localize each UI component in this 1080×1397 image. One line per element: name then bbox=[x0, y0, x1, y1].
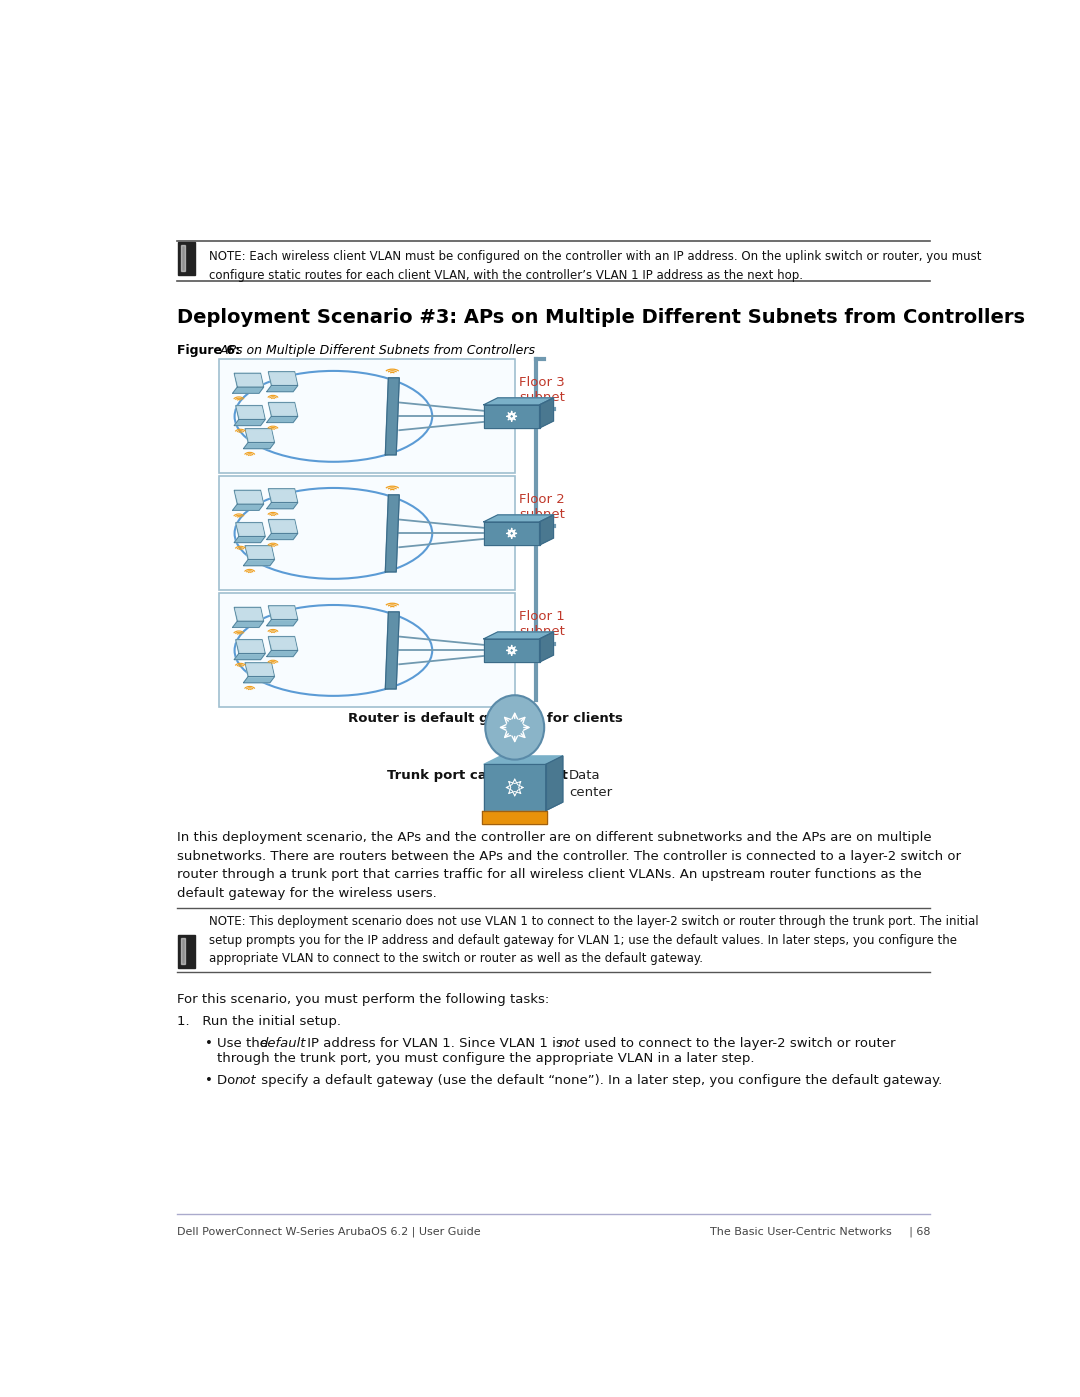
Polygon shape bbox=[238, 524, 264, 535]
Polygon shape bbox=[235, 609, 262, 620]
Polygon shape bbox=[484, 515, 554, 522]
Text: specify a default gateway (use the default “none”). In a later step, you configu: specify a default gateway (use the defau… bbox=[257, 1074, 943, 1087]
Polygon shape bbox=[235, 405, 266, 419]
Polygon shape bbox=[386, 612, 400, 689]
Polygon shape bbox=[235, 522, 266, 536]
Polygon shape bbox=[232, 504, 264, 510]
Polygon shape bbox=[270, 373, 296, 384]
Polygon shape bbox=[270, 608, 296, 617]
Polygon shape bbox=[268, 520, 298, 534]
Polygon shape bbox=[484, 398, 554, 405]
Polygon shape bbox=[245, 546, 274, 560]
Polygon shape bbox=[243, 560, 274, 566]
Text: Router is default gateway for clients: Router is default gateway for clients bbox=[348, 711, 623, 725]
Polygon shape bbox=[243, 443, 274, 448]
Polygon shape bbox=[235, 492, 262, 503]
Polygon shape bbox=[484, 764, 545, 810]
Polygon shape bbox=[267, 534, 298, 539]
Polygon shape bbox=[180, 246, 185, 271]
Polygon shape bbox=[234, 419, 266, 426]
Polygon shape bbox=[268, 489, 298, 503]
Text: Trunk port carries client: Trunk port carries client bbox=[387, 770, 568, 782]
Polygon shape bbox=[268, 402, 298, 416]
Polygon shape bbox=[232, 622, 264, 627]
Text: Floor 3
subnet: Floor 3 subnet bbox=[519, 376, 565, 404]
Text: •: • bbox=[205, 1074, 213, 1087]
Polygon shape bbox=[245, 662, 274, 676]
Polygon shape bbox=[268, 372, 298, 386]
Polygon shape bbox=[268, 637, 298, 651]
Text: Use the: Use the bbox=[217, 1037, 272, 1051]
Polygon shape bbox=[540, 398, 554, 427]
Polygon shape bbox=[234, 490, 264, 504]
Polygon shape bbox=[232, 387, 264, 393]
Polygon shape bbox=[268, 606, 298, 620]
Polygon shape bbox=[270, 521, 296, 532]
Polygon shape bbox=[545, 756, 563, 810]
Text: The Basic User-Centric Networks     | 68: The Basic User-Centric Networks | 68 bbox=[710, 1227, 930, 1236]
Polygon shape bbox=[235, 640, 266, 654]
Polygon shape bbox=[178, 242, 195, 275]
Polygon shape bbox=[267, 386, 298, 391]
Text: For this scenario, you must perform the following tasks:: For this scenario, you must perform the … bbox=[177, 993, 549, 1006]
Text: default: default bbox=[259, 1037, 306, 1051]
Polygon shape bbox=[386, 495, 400, 571]
Text: Data
center: Data center bbox=[569, 768, 612, 799]
Polygon shape bbox=[246, 548, 273, 557]
Polygon shape bbox=[234, 608, 264, 622]
Polygon shape bbox=[270, 490, 296, 502]
Polygon shape bbox=[178, 936, 195, 968]
Polygon shape bbox=[484, 405, 540, 427]
Polygon shape bbox=[484, 638, 540, 662]
Text: •: • bbox=[205, 1037, 213, 1051]
Polygon shape bbox=[238, 407, 264, 418]
Polygon shape bbox=[234, 373, 264, 387]
Polygon shape bbox=[270, 404, 296, 415]
Polygon shape bbox=[234, 536, 266, 542]
Polygon shape bbox=[386, 377, 400, 455]
Text: Floor 1
subnet: Floor 1 subnet bbox=[519, 610, 565, 638]
Text: Dell PowerConnect W-Series ArubaOS 6.2 | User Guide: Dell PowerConnect W-Series ArubaOS 6.2 |… bbox=[177, 1227, 481, 1236]
Polygon shape bbox=[238, 641, 264, 652]
Text: Figure 6:: Figure 6: bbox=[177, 344, 240, 358]
Polygon shape bbox=[267, 620, 298, 626]
Text: 1.   Run the initial setup.: 1. Run the initial setup. bbox=[177, 1014, 341, 1028]
Polygon shape bbox=[246, 665, 273, 675]
Polygon shape bbox=[235, 374, 262, 386]
Text: APs on Multiple Different Subnets from Controllers: APs on Multiple Different Subnets from C… bbox=[216, 344, 535, 358]
Polygon shape bbox=[234, 654, 266, 659]
FancyBboxPatch shape bbox=[218, 476, 515, 591]
Text: In this deployment scenario, the APs and the controller are on different subnetw: In this deployment scenario, the APs and… bbox=[177, 831, 961, 900]
Polygon shape bbox=[482, 810, 548, 824]
Text: used to connect to the layer-2 switch or router: used to connect to the layer-2 switch or… bbox=[580, 1037, 895, 1051]
Polygon shape bbox=[267, 416, 298, 422]
Polygon shape bbox=[540, 631, 554, 662]
Polygon shape bbox=[270, 638, 296, 648]
Polygon shape bbox=[267, 651, 298, 657]
Text: Do: Do bbox=[217, 1074, 240, 1087]
Ellipse shape bbox=[485, 696, 544, 760]
Text: through the trunk port, you must configure the appropriate VLAN in a later step.: through the trunk port, you must configu… bbox=[217, 1052, 755, 1066]
Polygon shape bbox=[540, 515, 554, 545]
Polygon shape bbox=[243, 676, 274, 683]
Polygon shape bbox=[484, 631, 554, 638]
Text: NOTE: Each wireless client VLAN must be configured on the controller with an IP : NOTE: Each wireless client VLAN must be … bbox=[208, 250, 981, 282]
Text: IP address for VLAN 1. Since VLAN 1 is: IP address for VLAN 1. Since VLAN 1 is bbox=[303, 1037, 567, 1051]
Text: not: not bbox=[559, 1037, 581, 1051]
FancyBboxPatch shape bbox=[218, 594, 515, 707]
Polygon shape bbox=[180, 939, 185, 964]
Text: NOTE: This deployment scenario does not use VLAN 1 to connect to the layer-2 swi: NOTE: This deployment scenario does not … bbox=[208, 915, 978, 965]
Polygon shape bbox=[267, 503, 298, 509]
FancyBboxPatch shape bbox=[218, 359, 515, 474]
Polygon shape bbox=[246, 430, 273, 441]
Polygon shape bbox=[484, 522, 540, 545]
Text: not: not bbox=[235, 1074, 257, 1087]
Polygon shape bbox=[484, 756, 563, 764]
Text: Deployment Scenario #3: APs on Multiple Different Subnets from Controllers: Deployment Scenario #3: APs on Multiple … bbox=[177, 307, 1025, 327]
Text: Floor 2
subnet: Floor 2 subnet bbox=[519, 493, 565, 521]
Polygon shape bbox=[245, 429, 274, 443]
